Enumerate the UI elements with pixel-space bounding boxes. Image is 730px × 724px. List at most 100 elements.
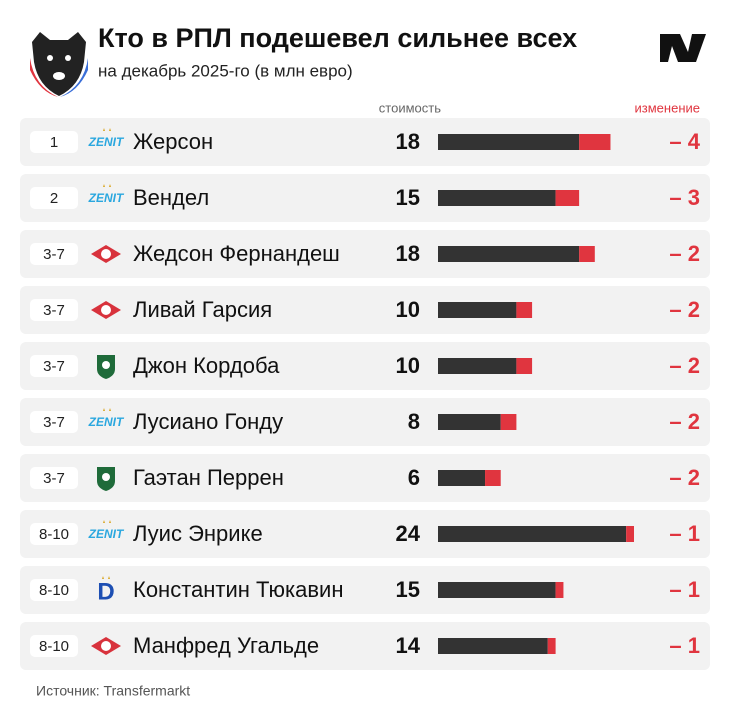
value-bar [438,414,501,430]
rank: 3-7 [43,414,65,431]
logo-glyph: ZENIT [88,527,125,541]
value-bar [438,190,556,206]
value-bar [438,638,548,654]
logo-star [103,128,111,131]
logo-star [103,408,111,411]
value-bar [438,134,580,150]
value-label: 18 [396,241,420,266]
logo-glyph: D [97,578,114,605]
rank-pill [30,187,78,209]
player-name: Жедсон Фернандеш [133,241,340,266]
player-name: Жерсон [133,129,213,154]
club-logo: ZENIT [88,184,125,205]
row-background [20,342,710,390]
club-logo [97,355,115,379]
rank-pill [30,355,78,377]
change-label: – 3 [669,185,700,210]
change-bar [579,134,611,150]
value-bar [438,526,627,542]
logo-inner [101,305,111,315]
source: Источник: Transfermarkt [36,683,190,699]
value-label: 10 [396,297,420,322]
change-bar [555,582,564,598]
value-label: 18 [396,129,420,154]
player-name: Ливай Гарсия [133,297,272,322]
league-logo [30,32,88,97]
club-logo [91,301,121,319]
rank-pill [30,131,78,153]
change-label: – 4 [669,129,700,154]
logo-glyph: ZENIT [88,191,125,205]
change-label: – 1 [669,577,700,602]
player-name: Лусиано Гонду [133,409,283,434]
row-background [20,398,710,446]
change-bar [579,246,595,262]
chart-subtitle: на декабрь 2025-го (в млн евро) [98,61,353,80]
player-name: Константин Тюкавин [133,577,343,602]
club-logo: ZENIT [88,520,125,541]
row-background [20,566,710,614]
logo-inner [102,473,110,481]
rank: 3-7 [43,358,65,375]
change-label: – 2 [669,409,700,434]
change-label: – 2 [669,465,700,490]
player-name: Вендел [133,185,209,210]
change-bar [516,302,533,318]
change-bar [547,638,556,654]
change-label: – 1 [669,633,700,658]
change-header: изменение [635,100,700,115]
change-label: – 2 [669,241,700,266]
logo-star [103,520,111,523]
logo-inner [101,641,111,651]
logo-inner [101,249,111,259]
row-background [20,230,710,278]
change-bar [555,190,580,206]
rank-pill [30,579,78,601]
value-bar [438,246,580,262]
brand-logo [660,34,706,62]
logo-inner [102,361,110,369]
value-label: 8 [408,409,420,434]
row-background [20,454,710,502]
change-bar [485,470,501,486]
value-label: 10 [396,353,420,378]
logo-star [103,184,111,187]
rank: 8-10 [39,526,69,543]
row-background [20,510,710,558]
value-label: 15 [396,185,420,210]
change-bar [516,358,533,374]
chart-title: Кто в РПЛ подешевел сильнее всех [98,23,577,53]
club-logo [91,245,121,263]
player-name: Луис Энрике [133,521,263,546]
player-name: Манфред Угальде [133,633,319,658]
value-label: 14 [396,633,421,658]
club-logo: ZENIT [88,408,125,429]
rank: 3-7 [43,470,65,487]
rank-pill [30,635,78,657]
change-label: – 1 [669,521,700,546]
change-bar [626,526,634,542]
value-bar [438,470,486,486]
value-label: 24 [396,521,421,546]
value-label: 6 [408,465,420,490]
club-logo [91,637,121,655]
rank-pill [30,243,78,265]
logo-glyph: ZENIT [88,415,125,429]
row-background [20,286,710,334]
rank: 2 [50,190,58,207]
club-logo: ZENIT [88,128,125,149]
rank: 3-7 [43,302,65,319]
rank: 3-7 [43,246,65,263]
row-background [20,118,710,166]
logo-glyph: ZENIT [88,135,125,149]
row-background [20,622,710,670]
value-label: 15 [396,577,420,602]
rank-pill [30,411,78,433]
rank-pill [30,467,78,489]
logo-star [102,576,110,579]
rank: 1 [50,134,58,151]
rank: 8-10 [39,582,69,599]
player-name: Джон Кордоба [133,353,280,378]
value-bar [438,302,517,318]
club-logo [97,467,115,491]
